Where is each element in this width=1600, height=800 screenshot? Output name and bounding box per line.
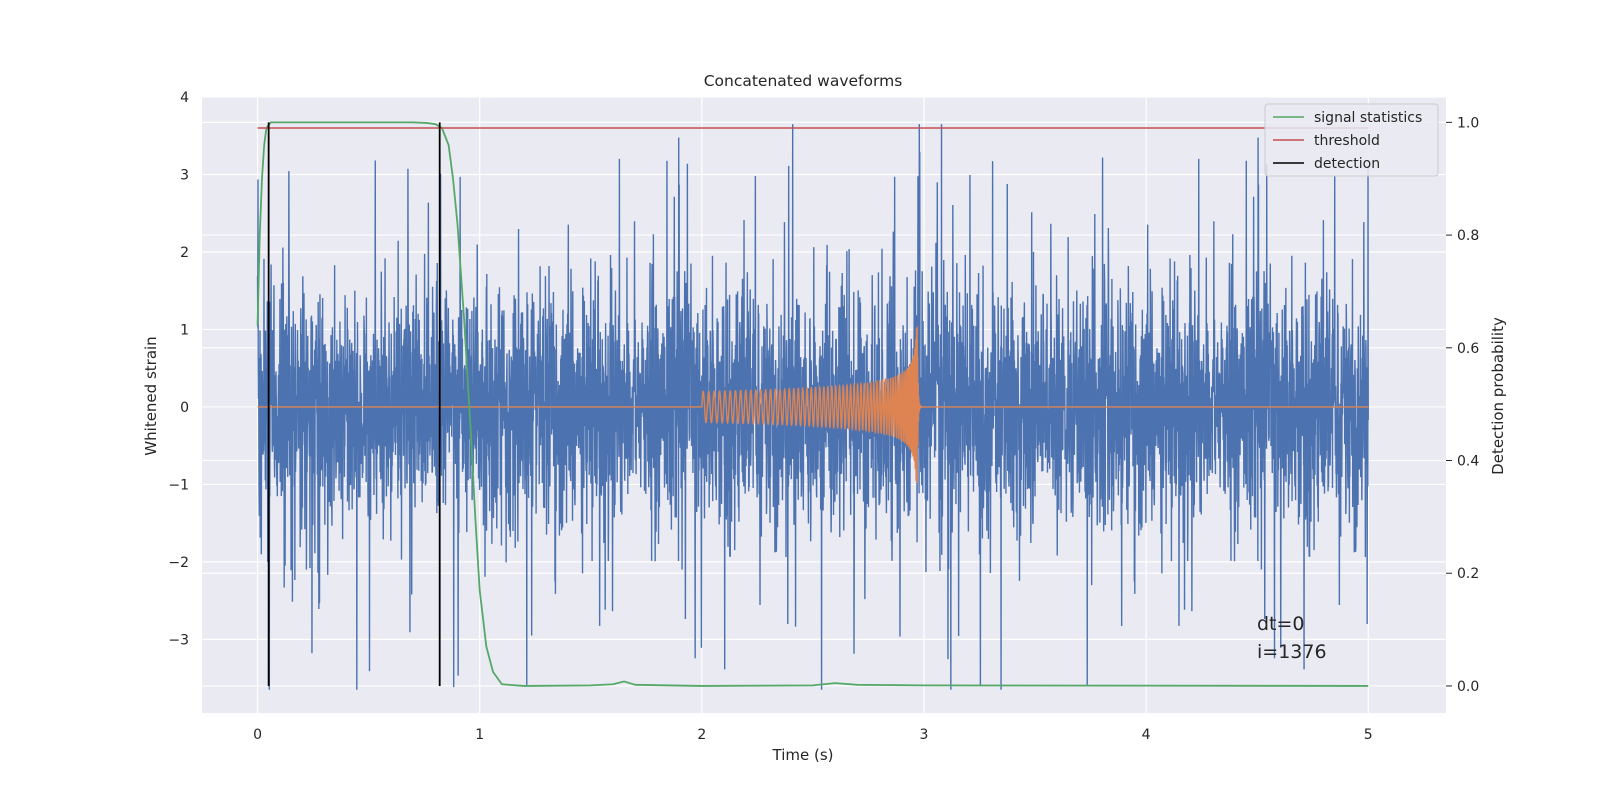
y-tick-label-5: 2 xyxy=(180,245,189,261)
y-tick-label-0: −3 xyxy=(168,632,189,648)
y-axis-left: −3 −2 −1 0 1 2 3 4 xyxy=(168,90,189,648)
x-tick-label-2: 2 xyxy=(697,727,706,743)
y2-tick-label-5: 1.0 xyxy=(1457,115,1479,131)
signal-statistics-line xyxy=(256,121,1369,687)
x-tick-label-3: 3 xyxy=(920,727,929,743)
y2-tick-label-1: 0.2 xyxy=(1457,566,1479,582)
y-tick-label-1: −2 xyxy=(168,555,189,571)
legend-label-signal-statistics: signal statistics xyxy=(1314,110,1422,126)
legend-label-detection: detection xyxy=(1314,156,1380,172)
detection-series xyxy=(267,122,441,686)
y-tick-label-7: 4 xyxy=(180,90,189,106)
x-axis: 0 1 2 3 4 5 xyxy=(253,727,1373,743)
injection-series xyxy=(257,326,1369,483)
y2-axis-title: Detection probability xyxy=(1489,317,1507,475)
injection-line xyxy=(257,326,1369,483)
x-tick-label-0: 0 xyxy=(253,727,262,743)
legend-label-threshold: threshold xyxy=(1314,133,1380,149)
annotation-dt: dt=0 xyxy=(1257,613,1305,635)
signal-statistics-series xyxy=(256,121,1369,687)
y-tick-label-2: −1 xyxy=(168,477,189,493)
y-axis-right: 0.0 0.2 0.4 0.6 0.8 1.0 xyxy=(1446,115,1479,695)
legend: signal statistics threshold detection xyxy=(1264,103,1439,177)
chart-title: Concatenated waveforms xyxy=(704,72,903,90)
y2-tick-label-2: 0.4 xyxy=(1457,454,1479,470)
y-tick-label-4: 1 xyxy=(180,322,189,338)
x-tick-label-1: 1 xyxy=(475,727,484,743)
annotation-index: i=1376 xyxy=(1257,641,1327,663)
y-axis-title: Whitened strain xyxy=(142,336,160,455)
y2-tick-label-3: 0.6 xyxy=(1457,341,1479,357)
y2-tick-label-0: 0.0 xyxy=(1457,679,1479,695)
x-axis-title: Time (s) xyxy=(772,746,834,764)
legend-box xyxy=(1264,103,1439,177)
x-tick-label-5: 5 xyxy=(1364,727,1373,743)
x-tick-label-4: 4 xyxy=(1142,727,1151,743)
y-tick-label-3: 0 xyxy=(180,400,189,416)
y2-tick-label-4: 0.8 xyxy=(1457,228,1479,244)
y-tick-label-6: 3 xyxy=(180,167,189,183)
